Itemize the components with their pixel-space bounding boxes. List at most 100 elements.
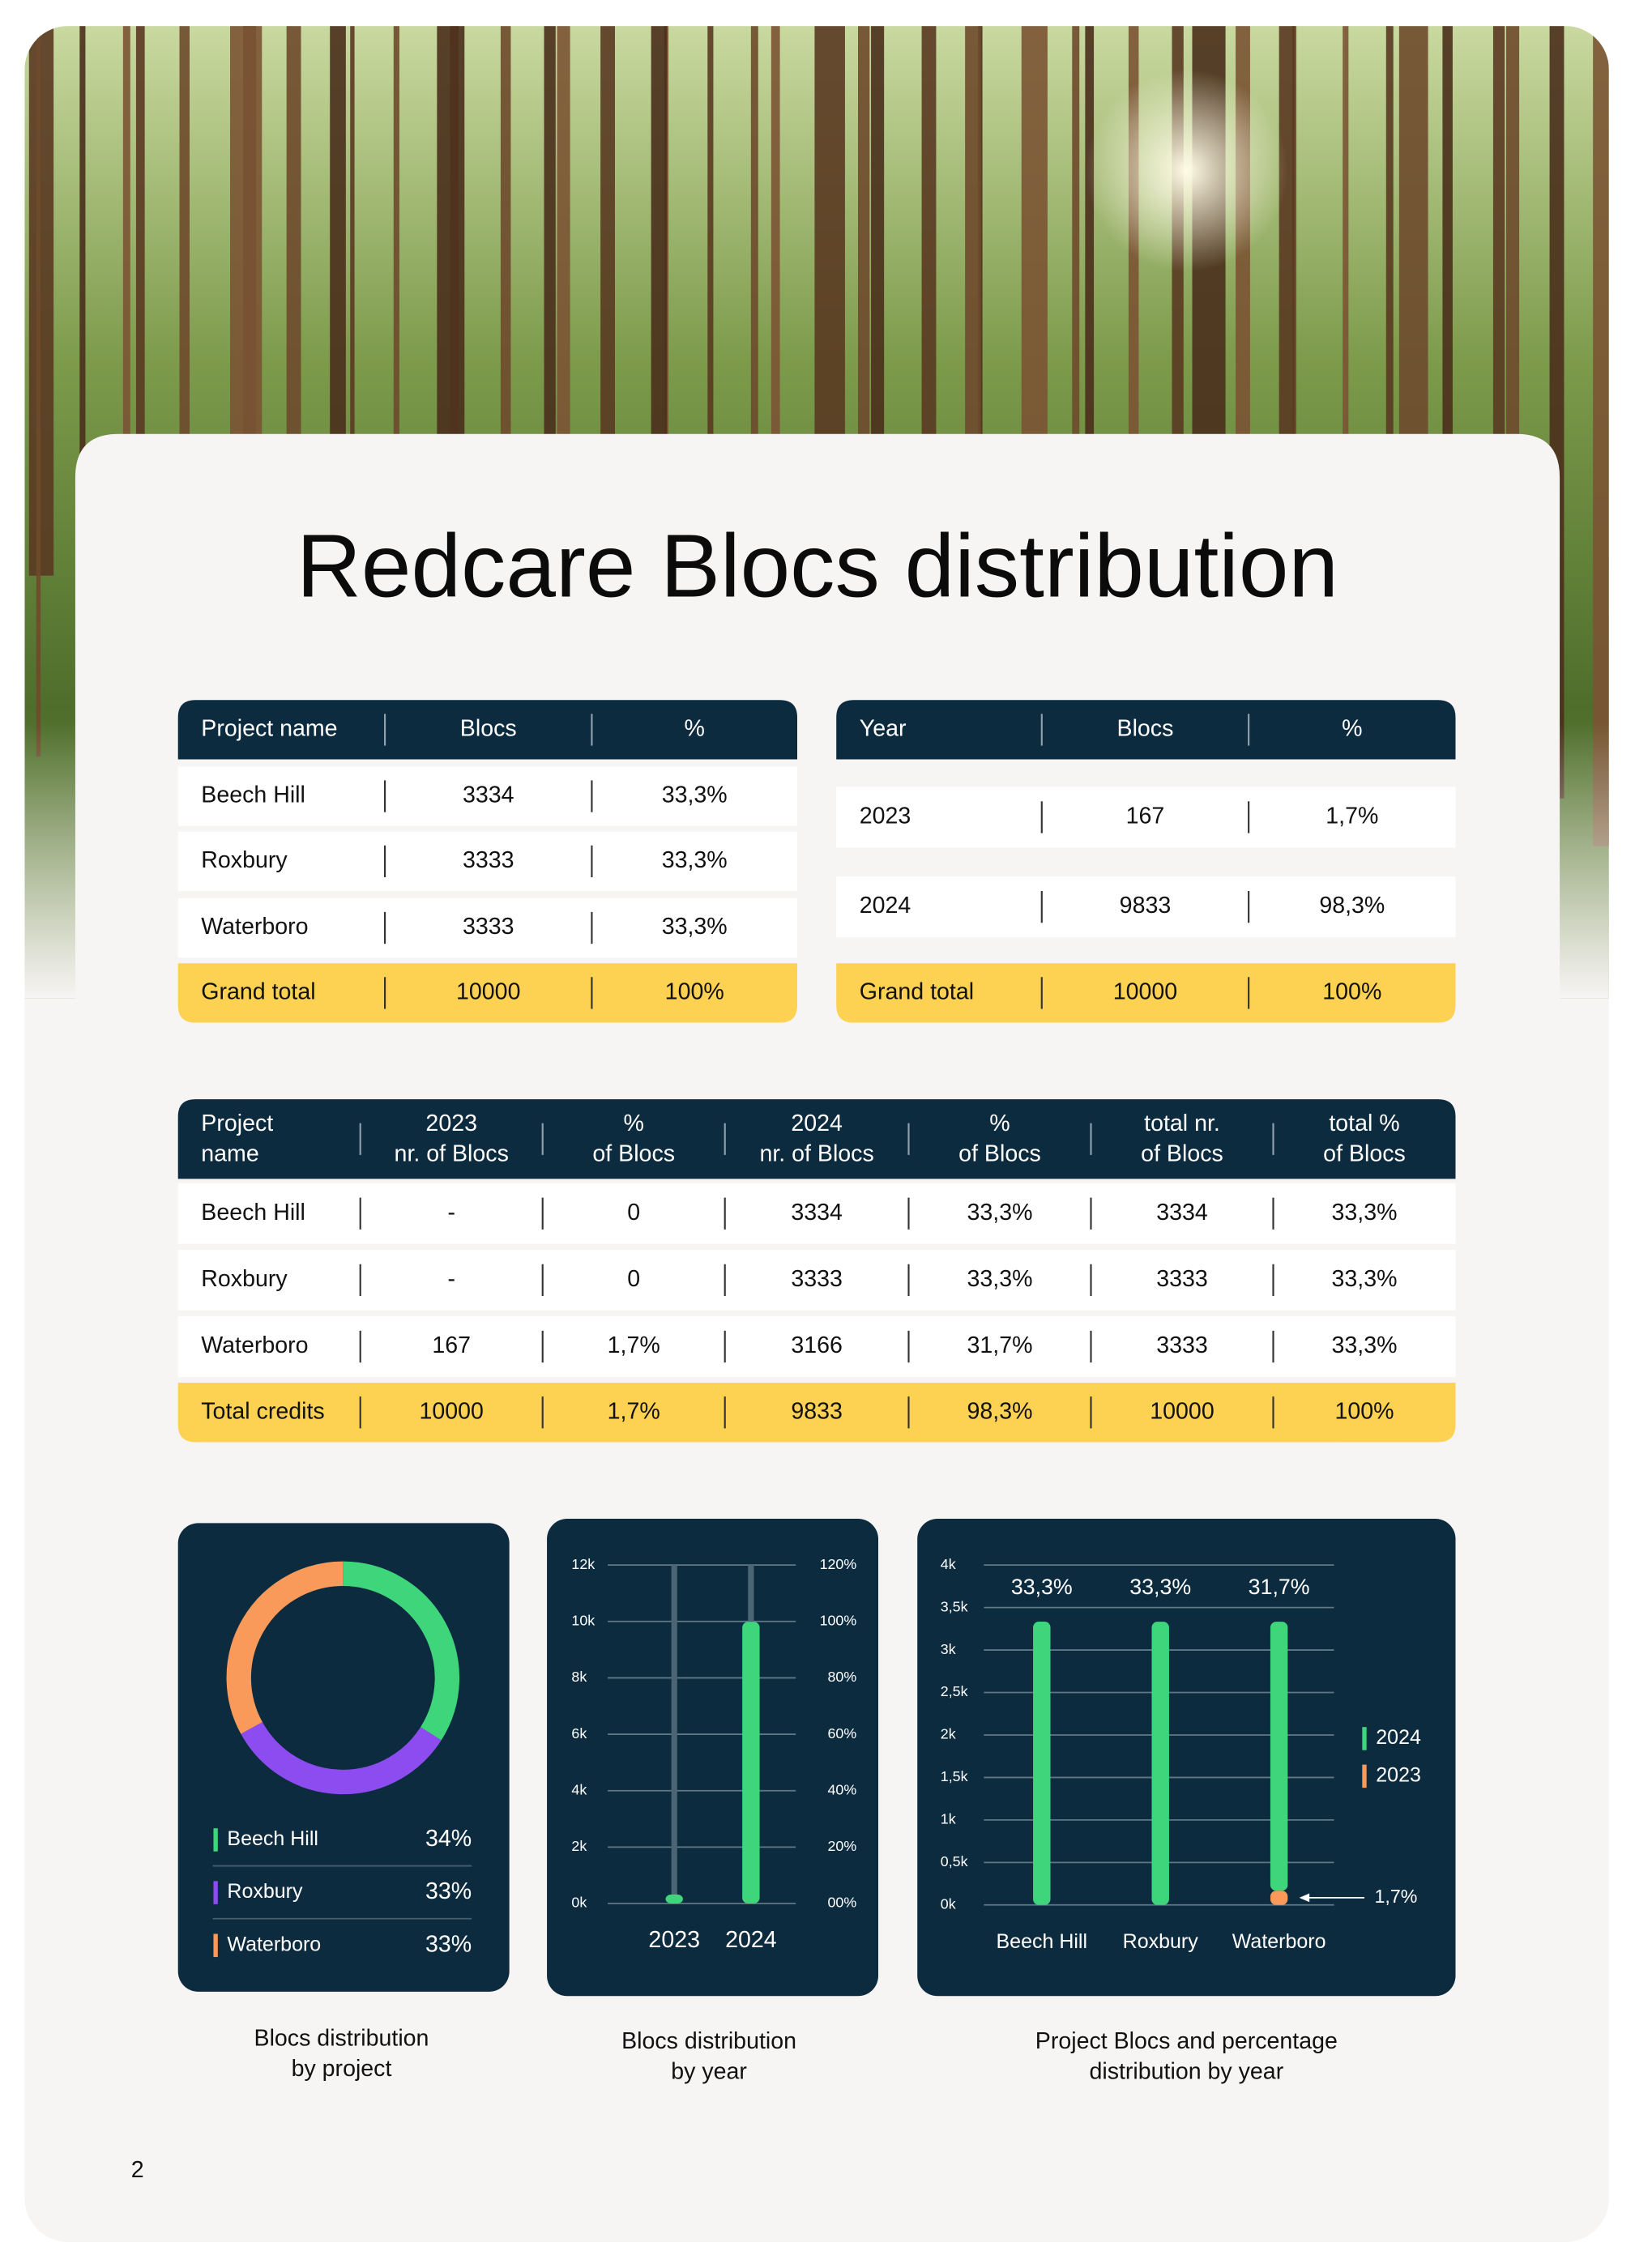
y2-tick-label: 60%: [827, 1725, 856, 1742]
table-cell: 31,7%: [967, 1332, 1033, 1358]
table-cell: Waterboro: [201, 914, 308, 940]
legend-value: 33%: [425, 1931, 472, 1957]
total-cell: 10000: [419, 1398, 483, 1424]
y-tick-label: 8k: [571, 1669, 587, 1685]
legend-value: 34%: [425, 1826, 472, 1852]
x-tick-label: Waterboro: [1232, 1930, 1326, 1953]
table-cell: 3334: [1156, 1200, 1208, 1226]
header-cell: %: [624, 1111, 644, 1136]
table-row: [177, 1249, 1456, 1311]
total-cell: 10000: [456, 978, 520, 1004]
header-cell: nr. of Blocs: [759, 1140, 873, 1166]
content: Project name Blocs % Beech Hill 3334 33,3% Rox…: [177, 700, 1456, 2084]
table-row: [177, 1316, 1456, 1377]
table-cell: 3334: [791, 1200, 843, 1226]
table-cell: Beech Hill: [201, 782, 305, 808]
legend-label: Waterboro: [227, 1933, 321, 1955]
y-tick-label: 1k: [941, 1811, 956, 1827]
bar-annotation: 33,3%: [1129, 1575, 1191, 1599]
table-cell: 3333: [463, 847, 514, 873]
y-tick-label: 3k: [941, 1641, 956, 1657]
table-cell: 33,3%: [1332, 1200, 1398, 1226]
header-cell: %: [685, 715, 705, 741]
header-cell: %: [989, 1111, 1010, 1136]
tree-trunk: [79, 26, 86, 804]
table-row: [836, 787, 1456, 848]
y-tick-label: 1,5k: [941, 1768, 968, 1784]
page-number: 2: [131, 2157, 144, 2183]
header-cell: 2024: [791, 1111, 843, 1136]
y2-tick-label: 80%: [827, 1669, 856, 1685]
tree-trunk: [771, 26, 780, 754]
y-tick-label: 2,5k: [941, 1683, 968, 1699]
header-cell: name: [201, 1140, 258, 1166]
page-title: Redcare Blocs distribution: [297, 516, 1338, 616]
x-tick-label: 2023: [648, 1927, 700, 1953]
table-cell: 33,3%: [967, 1200, 1033, 1226]
table-header: [836, 700, 1456, 760]
table-cell: 167: [432, 1332, 471, 1358]
header-cell: Blocs: [1117, 715, 1174, 741]
tree-trunk: [28, 26, 54, 576]
bar-segment: [1270, 1891, 1288, 1905]
table-cell: 33,3%: [662, 847, 728, 873]
header-cell: of Blocs: [1141, 1140, 1223, 1166]
x-tick-label: 2024: [725, 1927, 777, 1953]
total-cell: 98,3%: [967, 1398, 1033, 1424]
y-tick-label: 2k: [941, 1726, 956, 1742]
total-cell: 100%: [1322, 978, 1381, 1004]
tree-trunk: [1593, 26, 1609, 846]
total-cell: 100%: [665, 978, 724, 1004]
bar-segment: [1151, 1622, 1169, 1905]
table-cell: 3334: [463, 782, 514, 808]
header-cell: Year: [860, 715, 907, 741]
tree-trunk: [350, 26, 355, 594]
header-cell: 2023: [425, 1111, 477, 1136]
header-cell: of Blocs: [592, 1140, 675, 1166]
y2-tick-label: 00%: [827, 1895, 856, 1911]
chart-panel: [177, 1523, 510, 1992]
bar-segment: [1033, 1622, 1051, 1905]
header-cell: nr. of Blocs: [395, 1140, 509, 1166]
table-cell: -: [447, 1200, 455, 1226]
legend-label: 2024: [1376, 1726, 1421, 1749]
total-cell: 9833: [791, 1398, 843, 1424]
bar: [742, 1622, 760, 1904]
x-tick-label: Roxbury: [1123, 1930, 1199, 1953]
table-total-row: [836, 963, 1456, 1023]
chart-caption: by project: [292, 2056, 392, 2082]
table-row: [836, 876, 1456, 938]
table-total-row: [177, 1383, 1456, 1443]
table-cell: 33,3%: [967, 1266, 1033, 1292]
table-cell: 33,3%: [1332, 1266, 1398, 1292]
total-cell: 1,7%: [608, 1398, 660, 1424]
table-row: [177, 897, 797, 958]
table-cell: 1,7%: [1326, 803, 1378, 829]
y2-tick-label: 120%: [820, 1556, 857, 1572]
table-cell: 33,3%: [662, 914, 728, 940]
table-cell: 2024: [860, 893, 911, 919]
table-cell: 3333: [463, 914, 514, 940]
table-cell: 3166: [791, 1332, 843, 1358]
total-cell: Total credits: [201, 1398, 324, 1424]
chart-caption: Blocs distribution: [254, 2025, 429, 2051]
table-cell: 1,7%: [608, 1332, 660, 1358]
total-cell: Grand total: [860, 978, 974, 1004]
y-tick-label: 4k: [941, 1556, 956, 1572]
legend-label: Beech Hill: [227, 1827, 318, 1850]
table-cell: Beech Hill: [201, 1200, 305, 1226]
tree-trunk: [1085, 26, 1095, 590]
y-tick-label: 0k: [941, 1896, 956, 1912]
table-header: [177, 1099, 1456, 1179]
tree-trunk: [393, 26, 399, 642]
total-cell: 100%: [1334, 1398, 1394, 1424]
total-cell: 10000: [1150, 1398, 1214, 1424]
header-cell: total %: [1329, 1111, 1399, 1136]
chart-caption: Blocs distribution: [621, 2028, 796, 2054]
table-cell: 2023: [860, 803, 911, 829]
legend-value: 33%: [425, 1878, 472, 1904]
table-cell: 3333: [1156, 1332, 1208, 1358]
total-cell: Grand total: [201, 978, 315, 1004]
donut-segment: [343, 1561, 460, 1741]
bar-segment: [1270, 1622, 1288, 1891]
